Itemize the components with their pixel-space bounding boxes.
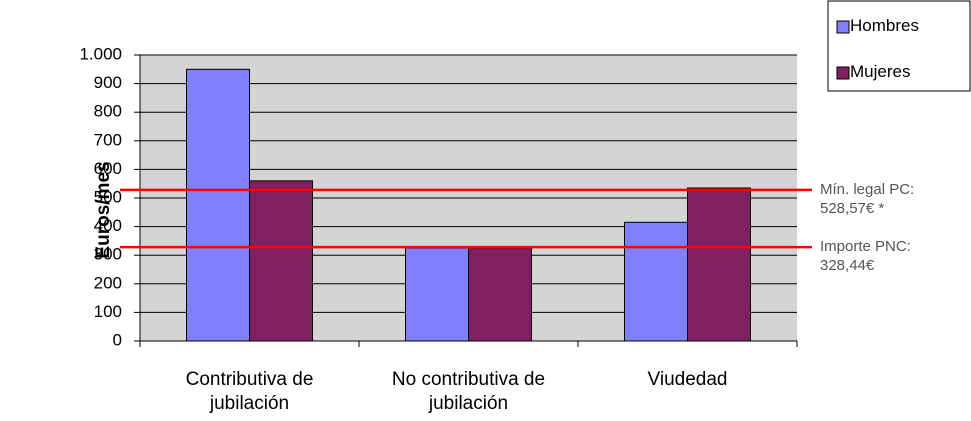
bar [468, 247, 532, 342]
bar [249, 180, 313, 342]
y-tick-label: 1.000 [79, 44, 122, 63]
bar [405, 247, 469, 342]
legend-swatch [836, 20, 850, 34]
y-tick-label: 0 [113, 330, 122, 349]
y-axis-label: Euros/mes [93, 161, 114, 258]
legend-swatch [836, 66, 850, 80]
y-tick-label: 400 [94, 216, 122, 235]
y-tick-label: 200 [94, 273, 122, 292]
y-tick-label: 700 [94, 130, 122, 149]
x-tick-label: Viudedad [647, 369, 728, 390]
reference-label: Importe PNC: 328,44€ [820, 238, 911, 275]
y-tick-label: 600 [94, 159, 122, 178]
y-tick-label: 100 [94, 302, 122, 321]
legend-label: Mujeres [850, 62, 911, 81]
legend-box [827, 0, 971, 92]
y-tick-label: 800 [94, 102, 122, 121]
bar [687, 187, 751, 342]
bar [186, 68, 250, 342]
y-tick-label: 500 [94, 187, 122, 206]
bar [624, 221, 688, 342]
reference-label: Mín. legal PC: 528,57€ * [820, 180, 915, 217]
legend-label: Hombres [850, 16, 919, 35]
y-tick-label: 300 [94, 245, 122, 264]
y-tick-label: 900 [94, 73, 122, 92]
x-tick-label: Contributiva de jubilación [185, 369, 314, 414]
x-tick-label: No contributiva de jubilación [391, 369, 546, 414]
